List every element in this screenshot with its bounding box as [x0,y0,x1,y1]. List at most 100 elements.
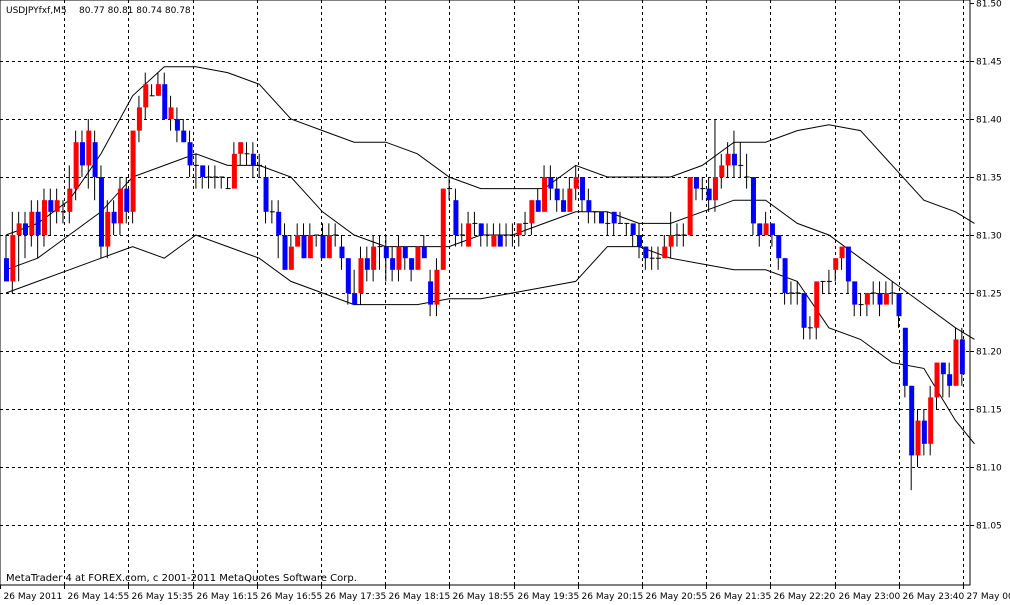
candle-body [124,188,130,212]
candle-body [238,142,244,154]
candle-body [915,420,921,456]
candle [637,223,642,259]
candlesticks[interactable] [4,72,965,491]
candle [212,165,218,189]
price-tick-label: 81.05 [976,522,1002,532]
candle-body [371,246,377,270]
candle-body [833,258,839,270]
candle-body [383,246,389,259]
candle [136,95,142,143]
candle [193,153,199,189]
candle [263,165,269,224]
candle [466,211,472,247]
candle [801,293,807,340]
candle-body [567,188,573,212]
candle-body [782,258,788,293]
candle-body [396,246,402,270]
candle [561,188,567,212]
candle [307,223,313,259]
candle [288,235,294,270]
time-tick-label: 26 May 19:35 [518,592,580,602]
candle [345,258,351,305]
candle [92,130,98,201]
candle [206,165,212,189]
time-tick-label: 26 May 16:55 [261,592,323,602]
candle [409,258,415,282]
price-tick-label: 81.15 [976,406,1002,416]
candle [681,223,687,247]
candle [4,235,9,282]
grid-lines [0,0,970,585]
candle [909,385,915,491]
candle-body [136,107,142,131]
candle [390,246,396,282]
candle-body [516,223,522,235]
candle [174,107,180,143]
candle-body [611,211,617,224]
candle [352,269,358,305]
candle-body [554,188,560,201]
time-tick-label: 26 May 22:20 [774,592,836,602]
time-tick-label: 26 May 18:55 [453,592,515,602]
candle-body [896,293,902,317]
candle [542,165,548,212]
candle [155,72,161,96]
candle-body [67,188,73,212]
candle-body [339,246,345,259]
candle [554,177,560,212]
candle [618,211,624,224]
candle-body [35,211,41,235]
candle-body [934,362,940,398]
band-upper [5,66,975,236]
candle [712,119,718,212]
candle [143,72,149,119]
candle [940,362,946,398]
candle [73,130,79,201]
candle [231,142,237,189]
candle-body [352,293,358,305]
candle [117,177,123,235]
candle-body [776,235,782,259]
candle [706,177,712,212]
candle [662,235,668,259]
candle [459,223,465,247]
candle-body [130,130,136,212]
candle-body [548,177,554,189]
candle [314,234,320,247]
candle [219,176,225,189]
candle-body [864,293,870,305]
candle-body [630,223,636,235]
candle [269,200,275,224]
candle-body [79,142,85,166]
candle-body [92,142,98,177]
bollinger-bands [5,66,975,445]
candle-body [111,211,117,224]
candle-body [263,177,269,212]
candle [738,142,744,177]
candle-body [757,223,763,235]
candle-body [428,281,434,305]
candle [130,130,136,224]
candle-body [953,339,959,386]
candle [902,327,908,398]
price-tick-label: 81.25 [976,290,1002,300]
price-tick-label: 81.10 [976,464,1002,474]
candle-body [706,188,712,201]
candle-body [491,235,497,247]
candle [200,165,206,189]
candle [674,223,680,247]
time-tick-label: 27 May 00: [967,592,1010,602]
candle-body [693,177,699,189]
candle-body [845,246,851,282]
candle [807,316,813,340]
candle [16,211,22,282]
candle [599,211,605,224]
candle-body [731,153,737,166]
candle [421,235,427,259]
candle [649,246,655,270]
candle [731,130,737,177]
candle [624,222,630,235]
plot-area[interactable] [0,0,971,586]
candle [915,409,921,467]
